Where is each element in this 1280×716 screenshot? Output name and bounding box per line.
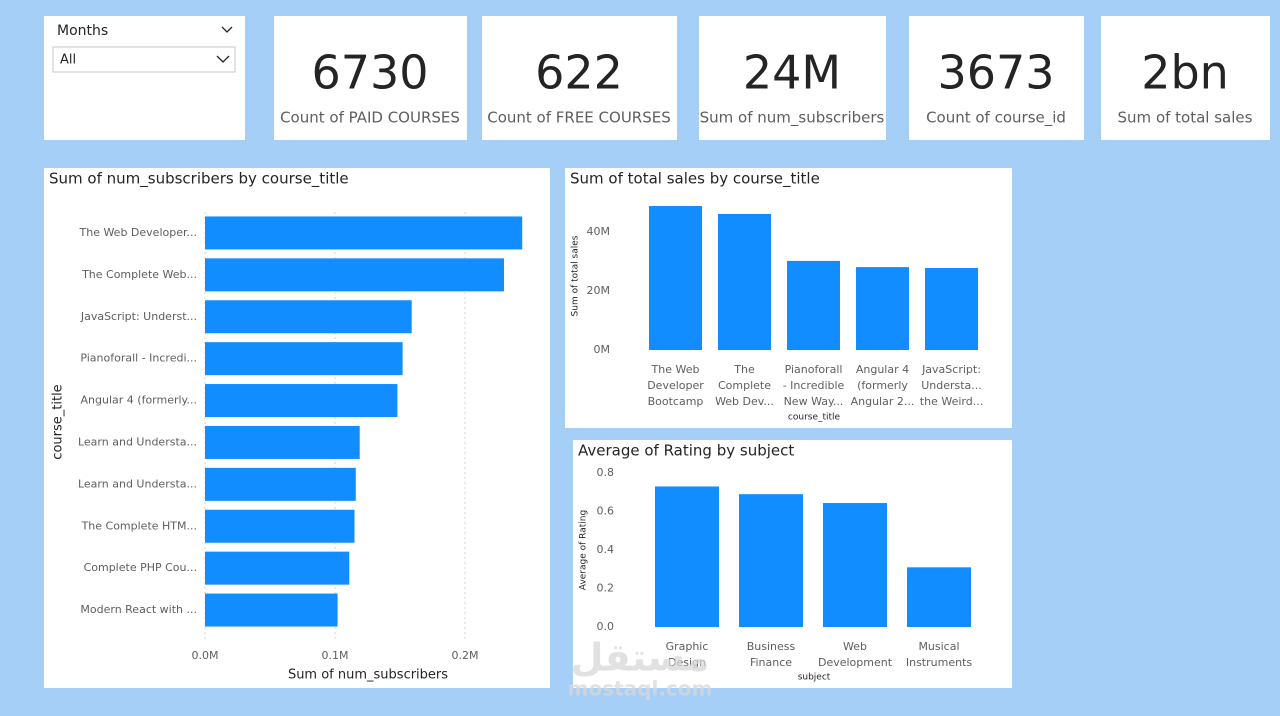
x-tick-label: Pianoforall - Incredible New Way... [782, 363, 845, 408]
x-tick-label: Graphic Design [665, 640, 709, 669]
card-label: Count of FREE COURSES [487, 109, 671, 127]
y-tick-label: 0.0 [597, 620, 615, 633]
x-tick-label-box: Business Finance [746, 640, 796, 669]
bar [205, 509, 355, 543]
y-tick-label: Learn and Understa... [78, 435, 197, 448]
card-panel [274, 16, 467, 140]
chart-title: Sum of num_subscribers by course_title [49, 170, 349, 189]
x-tick-label-box: Angular 4 (formerly Angular 2... [850, 363, 915, 408]
card-value: 622 [535, 46, 623, 100]
x-tick-label-box: The Web Developer Bootcamp [647, 363, 704, 408]
bar [205, 467, 356, 501]
slicer-dropdown[interactable] [52, 46, 236, 73]
bar [823, 503, 887, 627]
bar [205, 342, 403, 376]
x-tick-label: Angular 4 (formerly Angular 2... [850, 363, 915, 408]
card-panel [909, 16, 1084, 140]
x-tick-label: The Web Developer Bootcamp [647, 363, 704, 408]
y-tick-label: 40M [587, 225, 611, 238]
y-tick-label: 20M [587, 284, 611, 297]
y-tick-label: 0.8 [597, 466, 615, 479]
x-tick-label: 0.2M [452, 649, 479, 662]
card-label: Count of PAID COURSES [280, 109, 460, 127]
card-label: Sum of num_subscribers [700, 109, 885, 128]
y-tick-label: 0M [594, 343, 611, 356]
bar [925, 267, 978, 350]
bar [649, 206, 702, 350]
y-tick-label: 0.6 [597, 505, 615, 518]
x-tick-label-box: Pianoforall - Incredible New Way... [782, 363, 845, 408]
bar [856, 267, 909, 350]
x-tick-label: Musical Instruments [905, 640, 973, 669]
y-axis-title: Average of Rating [579, 510, 589, 590]
x-tick-label: The Complete Web Dev... [715, 363, 774, 408]
x-tick-label-box: The Complete Web Dev... [715, 363, 774, 408]
card-value: 2bn [1141, 46, 1229, 100]
card-label: Sum of total sales [1118, 109, 1253, 127]
slicer-label: Months [57, 23, 108, 39]
bar [205, 551, 350, 585]
card-panel [1101, 16, 1270, 140]
bar [205, 593, 338, 627]
y-tick-label: Modern React with ... [80, 603, 197, 616]
bar [205, 300, 412, 334]
bar [907, 567, 971, 627]
y-axis-title: course_title [51, 384, 66, 459]
y-tick-label: 0.2 [597, 582, 615, 595]
bar [787, 260, 840, 350]
watermark: مستقل [571, 636, 710, 680]
y-tick-label: JavaScript: Underst... [80, 310, 197, 323]
y-tick-label: Learn and Understa... [78, 477, 197, 490]
y-tick-label: 0.4 [597, 543, 615, 556]
card-panel [699, 16, 886, 140]
bar [205, 425, 360, 459]
x-tick-label: Web Development [817, 640, 893, 669]
bar [205, 258, 504, 292]
x-tick-label-box: Musical Instruments [905, 640, 973, 669]
x-tick-label: JavaScript: Understa... the Weird... [919, 363, 984, 408]
y-tick-label: Complete PHP Cou... [84, 561, 197, 574]
watermark: mostaql.com [568, 677, 713, 701]
y-tick-label: The Web Developer... [79, 226, 198, 239]
bar [718, 214, 771, 350]
bar [205, 384, 398, 418]
x-axis-title: subject [798, 673, 831, 683]
card-value: 24M [743, 46, 841, 100]
x-axis-title: course_title [788, 413, 841, 423]
y-tick-label: The Complete Web... [81, 268, 197, 281]
x-tick-label-box: Graphic Design [665, 640, 709, 669]
slicer-selection[interactable]: All [60, 53, 76, 68]
x-tick-label: 0.1M [322, 649, 349, 662]
card-label: Count of course_id [926, 109, 1066, 128]
x-tick-label: Business Finance [746, 640, 796, 669]
chart-title: Sum of total sales by course_title [570, 170, 820, 189]
bar [739, 494, 803, 627]
slicer-panel [44, 16, 245, 140]
x-tick-label: 0.0M [192, 649, 219, 662]
y-tick-label: The Complete HTM... [81, 519, 197, 532]
card-value: 3673 [937, 46, 1054, 100]
chart-title: Average of Rating by subject [578, 442, 794, 460]
bar [205, 216, 523, 250]
bar [655, 486, 719, 627]
x-axis-title: Sum of num_subscribers [288, 668, 448, 683]
slicer-chevron[interactable] [221, 26, 233, 33]
y-axis-title: Sum of total sales [571, 235, 581, 316]
x-tick-label-box: Web Development [817, 640, 893, 669]
dropdown-chevron[interactable] [216, 55, 230, 63]
card-value: 6730 [311, 46, 428, 100]
y-tick-label: Angular 4 (formerly... [81, 394, 197, 407]
x-tick-label-box: JavaScript: Understa... the Weird... [919, 363, 984, 408]
card-panel [482, 16, 677, 140]
y-tick-label: Pianoforall - Incredi... [80, 352, 197, 365]
